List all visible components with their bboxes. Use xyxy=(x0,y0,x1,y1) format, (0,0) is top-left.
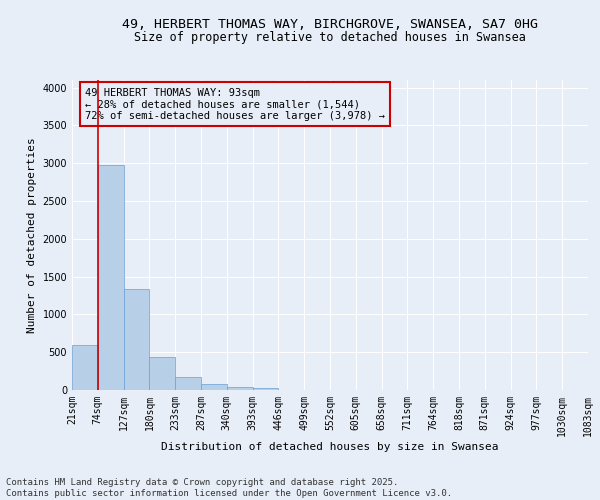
Bar xyxy=(72,344,98,390)
X-axis label: Distribution of detached houses by size in Swansea: Distribution of detached houses by size … xyxy=(161,442,499,452)
Text: Size of property relative to detached houses in Swansea: Size of property relative to detached ho… xyxy=(134,31,526,44)
Text: Contains HM Land Registry data © Crown copyright and database right 2025.
Contai: Contains HM Land Registry data © Crown c… xyxy=(6,478,452,498)
Bar xyxy=(201,384,227,390)
Y-axis label: Number of detached properties: Number of detached properties xyxy=(27,137,37,333)
Text: 49, HERBERT THOMAS WAY, BIRCHGROVE, SWANSEA, SA7 0HG: 49, HERBERT THOMAS WAY, BIRCHGROVE, SWAN… xyxy=(122,18,538,30)
Text: 49 HERBERT THOMAS WAY: 93sqm
← 28% of detached houses are smaller (1,544)
72% of: 49 HERBERT THOMAS WAY: 93sqm ← 28% of de… xyxy=(85,88,385,121)
Bar xyxy=(98,166,124,390)
Bar xyxy=(175,377,201,390)
Bar xyxy=(227,387,253,390)
Bar xyxy=(124,289,149,390)
Bar xyxy=(149,356,175,390)
Bar xyxy=(253,388,278,390)
